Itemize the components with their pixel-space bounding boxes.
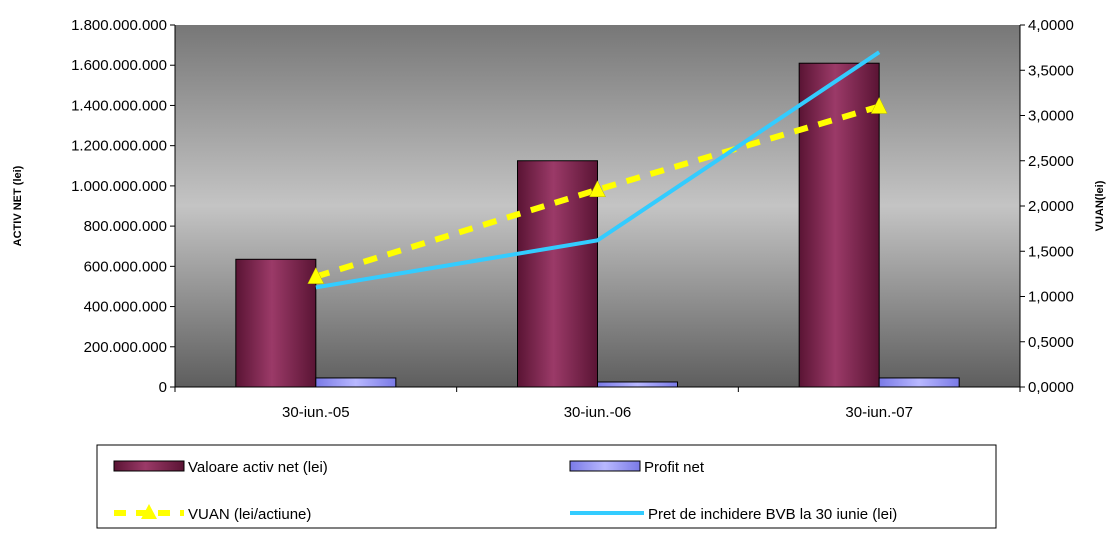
- y2-tick-label: 3,5000: [1028, 62, 1074, 79]
- legend-swatch-profit: [569, 460, 641, 472]
- y-tick-label: 200.000.000: [84, 339, 167, 356]
- vuan-marker: [870, 96, 888, 114]
- vuan-marker: [307, 267, 325, 284]
- bar-profit-net: [597, 381, 678, 388]
- legend-label-valoare: Valoare activ net (lei): [188, 459, 328, 476]
- legend-swatch-valoare: [113, 460, 185, 472]
- vuan-marker: [589, 180, 606, 197]
- y-axis-title: ACTIV NET (lei): [12, 165, 24, 246]
- y-tick-label: 1.200.000.000: [71, 138, 167, 155]
- bar-profit-net: [878, 377, 960, 388]
- bar-valoare-activ-net: [517, 160, 598, 388]
- bar-profit-net: [315, 377, 397, 388]
- legend: Valoare activ net (lei) Profit net VUAN (l…: [113, 459, 897, 523]
- y-tick-label: 1.400.000.000: [71, 97, 167, 114]
- y2-tick-label: 2,0000: [1028, 198, 1074, 215]
- x-axis-ticks: 30-iun.-05 30-iun.-06 30-iun.-07: [174, 387, 1021, 421]
- y2-tick-label: 2,5000: [1028, 153, 1074, 170]
- y2-tick-label: 1,0000: [1028, 289, 1074, 306]
- y-tick-label: 800.000.000: [84, 218, 167, 235]
- y2-tick-label: 1,5000: [1028, 243, 1074, 260]
- y-tick-label: 0: [159, 379, 167, 396]
- y2-axis-title: VUAN(lei): [1094, 180, 1106, 231]
- y-tick-label: 400.000.000: [84, 299, 167, 316]
- legend-label-profit: Profit net: [644, 459, 705, 476]
- y2-tick-label: 4,0000: [1028, 17, 1074, 34]
- legend-label-vuan: VUAN (lei/actiune): [188, 506, 311, 523]
- left-axis-ticks: 0 200.000.000 400.000.000 600.000.000 800.00…: [71, 17, 175, 396]
- y2-tick-label: 0,5000: [1028, 334, 1074, 351]
- y-tick-label: 1.800.000.000: [71, 17, 167, 34]
- lines-layer: [307, 50, 888, 290]
- y-tick-label: 600.000.000: [84, 258, 167, 275]
- x-tick-label: 30-iun.-05: [282, 404, 350, 421]
- legend-marker-vuan: [141, 504, 157, 519]
- y-tick-label: 1.000.000.000: [71, 178, 167, 195]
- y-tick-label: 1.600.000.000: [71, 57, 167, 74]
- right-axis-ticks: 0,0000 0,5000 1,0000 1,5000 2,0000 2,5000 3,00…: [1020, 17, 1074, 396]
- bar-valoare-activ-net: [235, 258, 317, 388]
- legend-box: [96, 444, 997, 529]
- y2-tick-label: 3,0000: [1028, 108, 1074, 125]
- x-tick-label: 30-iun.-07: [845, 404, 913, 421]
- y2-tick-label: 0,0000: [1028, 379, 1074, 396]
- legend-label-pret: Pret de inchidere BVB la 30 iunie (lei): [648, 506, 897, 523]
- x-tick-label: 30-iun.-06: [564, 404, 632, 421]
- line-pret-inchidere: [315, 50, 881, 290]
